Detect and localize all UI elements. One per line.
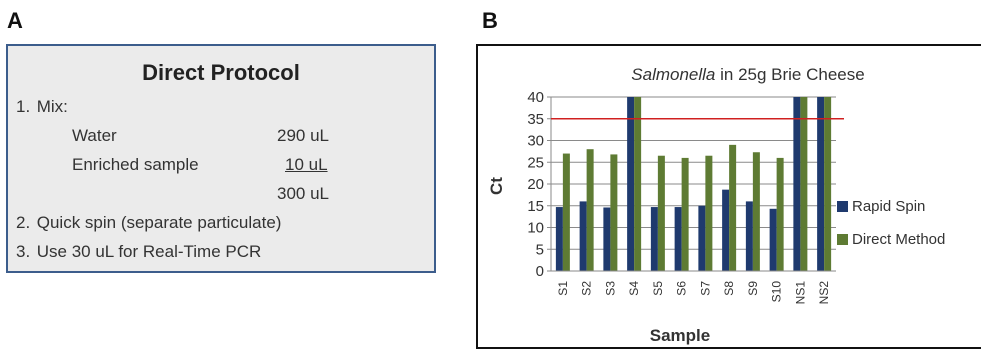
x-axis-label: Sample	[650, 326, 710, 345]
bar-direct-method	[800, 97, 808, 271]
x-tick-label: S2	[580, 281, 594, 296]
y-tick-label: 40	[527, 89, 544, 106]
x-tick-label: NS1	[793, 281, 807, 305]
panel-label-b: B	[482, 8, 498, 33]
legend-label: Direct Method	[852, 231, 945, 248]
chart-title: Salmonella in 25g Brie Cheese	[631, 65, 864, 84]
bar-rapid-spin	[555, 207, 563, 271]
y-tick-label: 20	[527, 176, 544, 193]
bar-rapid-spin	[745, 201, 753, 271]
y-axis-label: Ct	[487, 177, 506, 195]
y-tick-label: 10	[527, 220, 544, 237]
y-tick-label: 25	[527, 154, 544, 171]
bar-direct-method	[729, 144, 737, 271]
step-3-number: 3.	[16, 242, 31, 261]
panel-label-a: A	[7, 8, 23, 33]
x-tick-label: S3	[603, 281, 617, 296]
x-tick-label: S8	[722, 281, 736, 296]
bar-rapid-spin	[650, 207, 658, 271]
protocol-title: Direct Protocol	[142, 60, 300, 85]
step-2: 2. Quick spin (separate particulate)	[16, 213, 281, 233]
bar-direct-method	[562, 153, 570, 271]
x-tick-label: S7	[698, 281, 712, 296]
legend-swatch	[837, 201, 848, 212]
legend-label: Rapid Spin	[852, 198, 925, 215]
bar-direct-method	[681, 157, 689, 271]
mix-row-label: Water	[72, 126, 117, 145]
step-2-number: 2.	[16, 213, 31, 232]
mix-row-label: Enriched sample	[72, 155, 199, 174]
bar-direct-method	[610, 154, 618, 271]
step-1: 1. Mix:	[16, 97, 68, 117]
bar-direct-method	[776, 157, 784, 271]
x-tick-label: S4	[627, 281, 641, 296]
y-tick-label: 35	[527, 111, 544, 128]
bar-rapid-spin	[817, 97, 825, 271]
bar-rapid-spin	[627, 97, 635, 271]
bar-rapid-spin	[698, 205, 706, 271]
x-tick-label: S6	[675, 281, 689, 296]
y-tick-label: 0	[536, 263, 544, 280]
bar-rapid-spin	[674, 207, 682, 271]
bar-direct-method	[657, 155, 665, 271]
chart-title-rest: in 25g Brie Cheese	[715, 65, 864, 84]
bar-direct-method	[705, 155, 713, 271]
bar-rapid-spin	[793, 97, 801, 271]
step-2-text: Quick spin (separate particulate)	[36, 213, 282, 232]
chart-box: Salmonella in 25g Brie Cheese 0 5 10 15 20 25…	[476, 44, 981, 349]
y-tick-label: 30	[527, 133, 544, 150]
y-tick-label: 5	[536, 241, 544, 258]
step-3-text: Use 30 uL for Real-Time PCR	[36, 242, 262, 261]
bar-direct-method	[586, 149, 594, 271]
bar-rapid-spin	[769, 208, 777, 271]
step-1-number: 1.	[16, 97, 31, 116]
mix-row-amount: 290 uL	[277, 126, 329, 145]
bar-rapid-spin	[579, 201, 587, 271]
step-3: 3. Use 30 uL for Real-Time PCR	[16, 242, 261, 262]
x-tick-label: S5	[651, 281, 665, 296]
bar-rapid-spin	[722, 189, 730, 271]
x-tick-label: NS2	[817, 281, 831, 305]
bar-rapid-spin	[603, 207, 611, 271]
x-tick-label: S10	[770, 281, 784, 303]
mix-row-amount: 10 uL	[285, 155, 328, 174]
step-1-text: Mix:	[36, 97, 68, 116]
chart-title-italic: Salmonella	[631, 65, 715, 84]
x-tick-label: S1	[556, 281, 570, 296]
protocol-box: Direct Protocol 1. Mix: Water 290 uL Enr…	[6, 44, 436, 273]
bar-direct-method	[634, 97, 642, 271]
legend-swatch	[837, 234, 848, 245]
bar-chart: Salmonella in 25g Brie Cheese 0 5 10 15 20 25…	[487, 65, 945, 345]
x-tick-label: S9	[746, 281, 760, 296]
mix-total-amount: 300 uL	[277, 184, 329, 203]
bar-direct-method	[824, 97, 832, 271]
bar-direct-method	[752, 152, 760, 271]
y-tick-label: 15	[527, 198, 544, 215]
